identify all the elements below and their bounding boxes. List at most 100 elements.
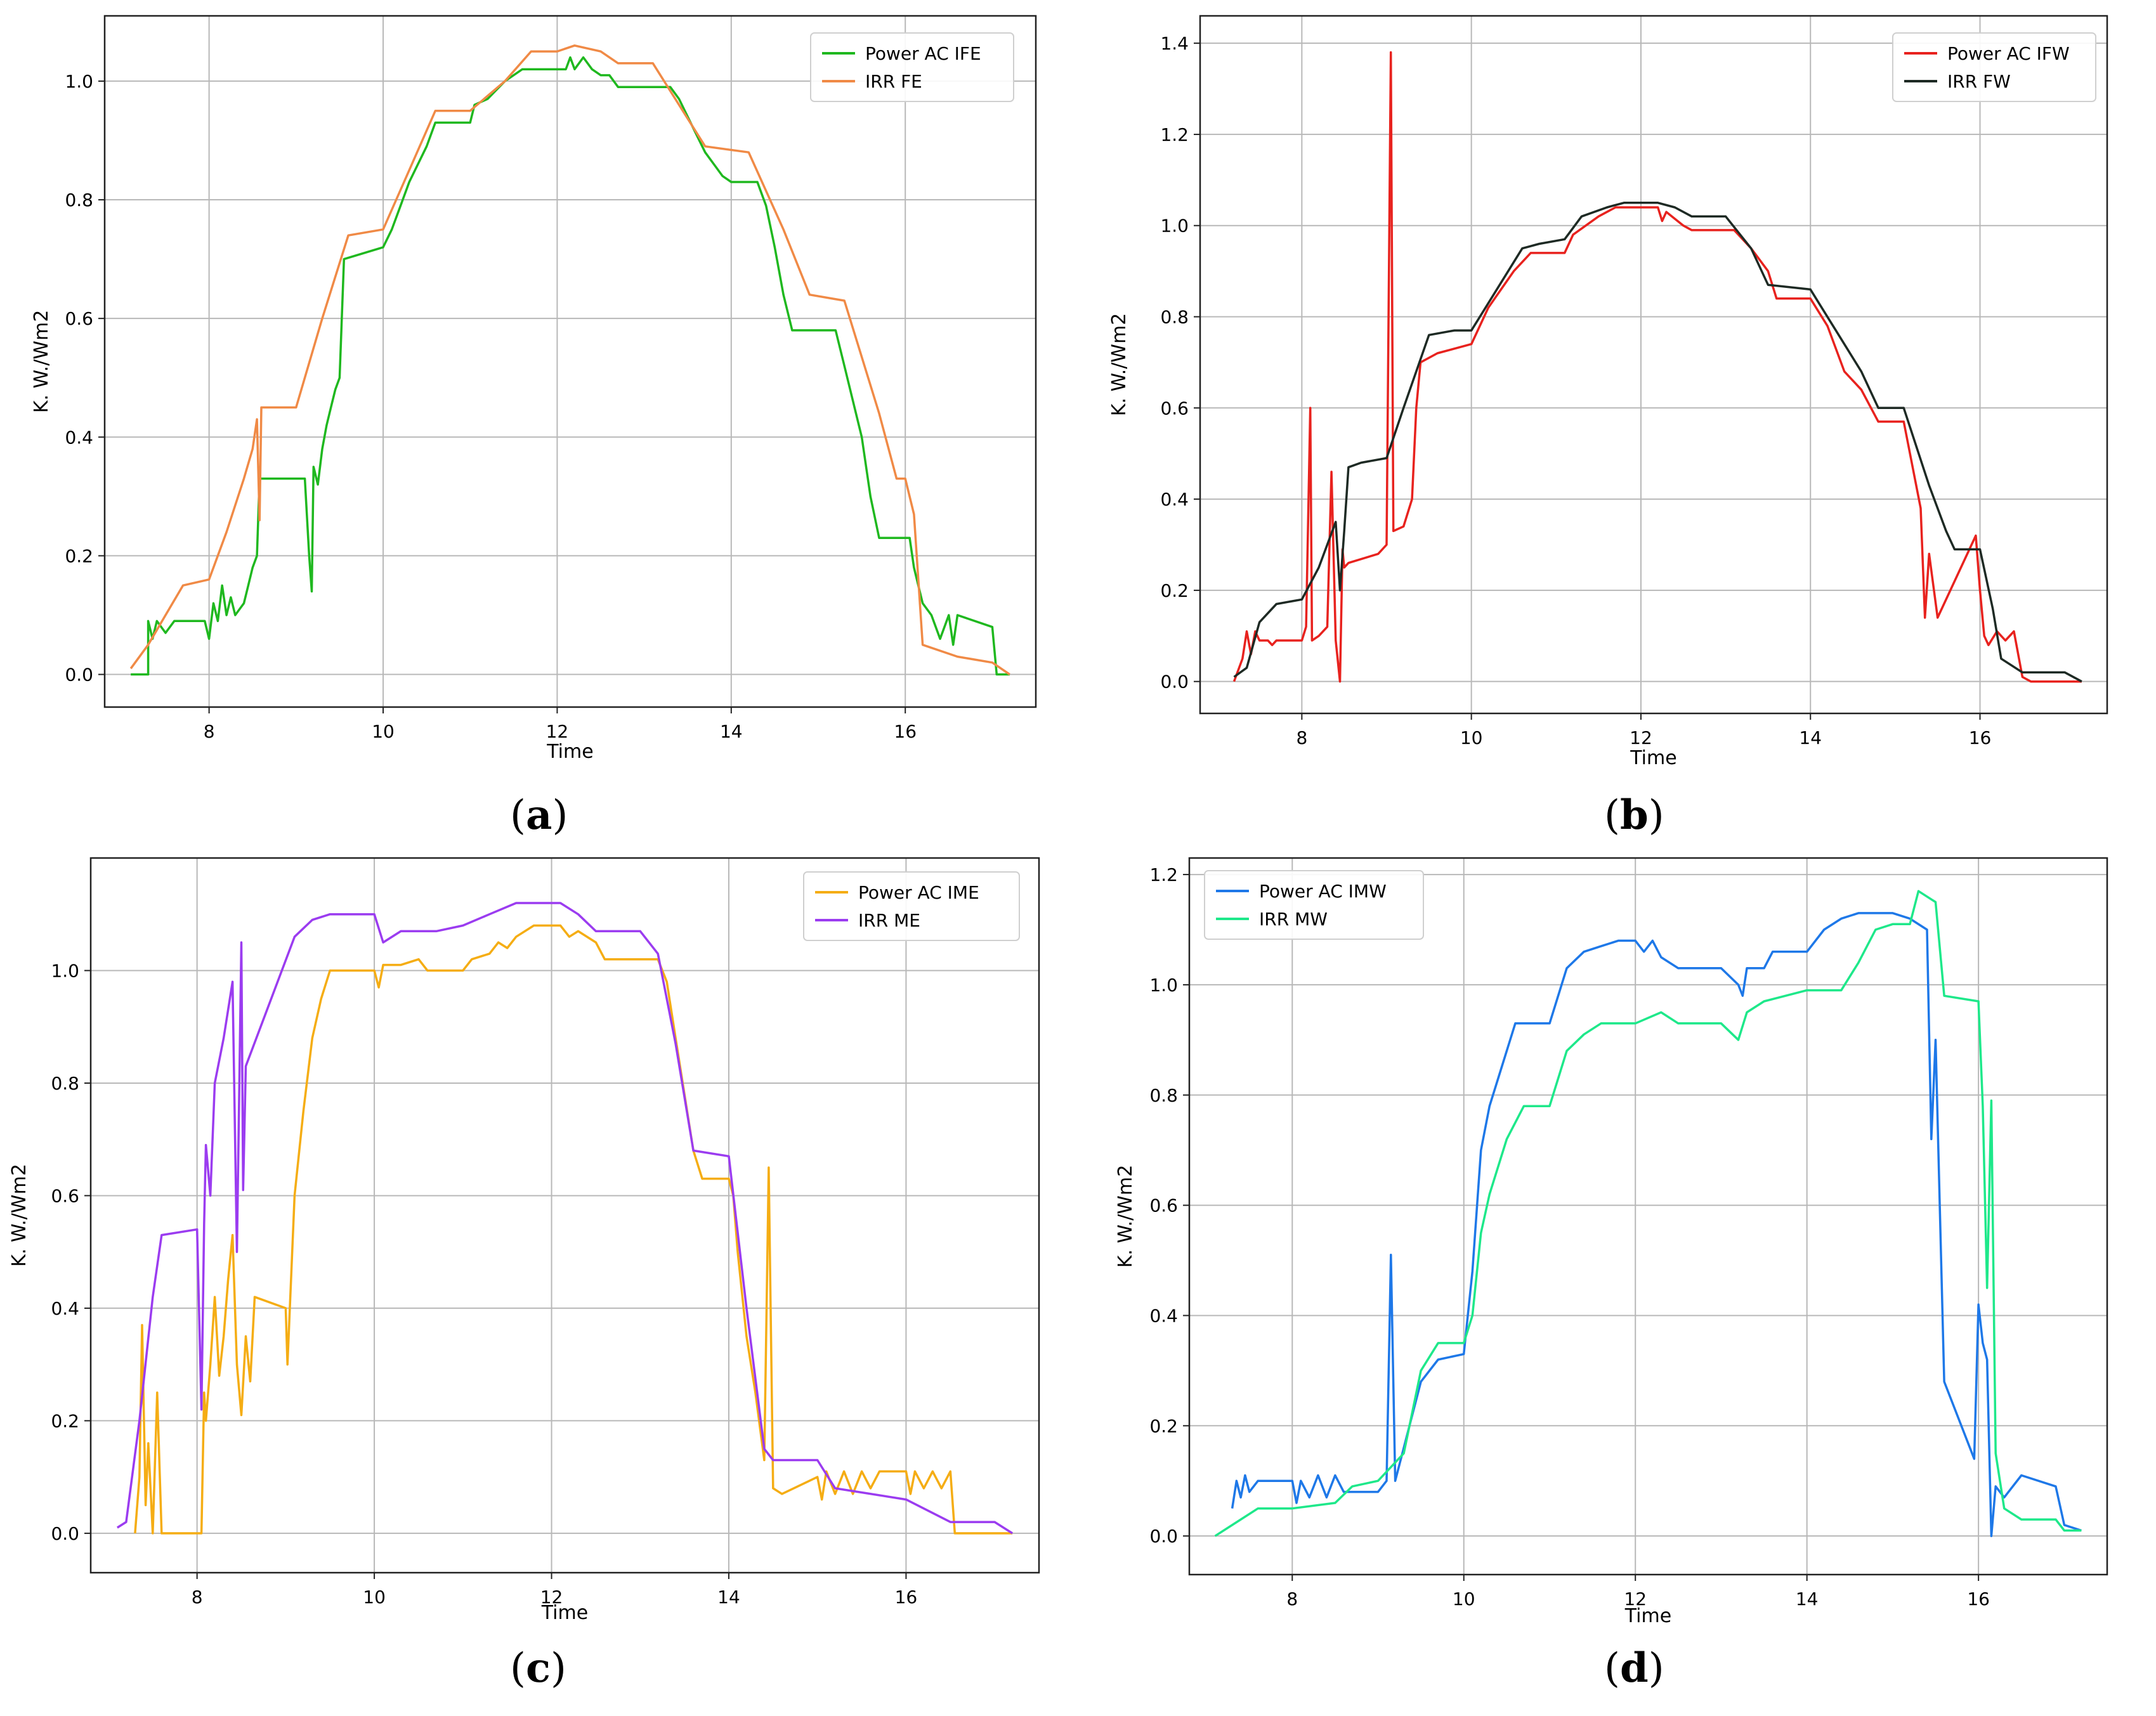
y-tick-label: 0.2 xyxy=(1160,580,1189,601)
chart-d: 8 10 12 14 16 0.0 0.2 0.4 0.6 0.8 1.0 1.2 Time K. W./… xyxy=(1114,857,2108,1627)
legend-entry-label: IRR FW xyxy=(1947,71,2011,92)
caption-close-paren: ) xyxy=(552,792,568,839)
caption-letter: b xyxy=(1619,791,1649,839)
axes-frame xyxy=(1199,15,2108,715)
x-tick-label: 10 xyxy=(372,721,395,742)
legend-entry-label: Power AC IME xyxy=(858,882,979,903)
panel-c: 8 10 12 14 16 0.0 0.2 0.4 0.6 0.8 1.0 Time K. W./Wm2… xyxy=(0,857,1078,1716)
series-line-irr-fe xyxy=(129,44,1010,675)
legend-box xyxy=(803,871,1020,941)
caption-letter: d xyxy=(1619,1644,1649,1692)
x-tick-label: 14 xyxy=(1796,1589,1819,1609)
legend-entry-label: Power AC IFW xyxy=(1947,43,2070,64)
caption-open-paren: ( xyxy=(1604,792,1620,839)
y-tick-label: 0.4 xyxy=(65,427,93,448)
x-tick-label: 16 xyxy=(1967,1589,1990,1609)
y-tick-label: 0.2 xyxy=(51,1410,79,1431)
y-tick-label: 0.2 xyxy=(65,545,93,566)
y-tick-label: 0.6 xyxy=(65,308,93,329)
x-tick-label: 14 xyxy=(1799,727,1822,748)
x-tick-label: 14 xyxy=(720,721,743,742)
x-axis-label: Time xyxy=(541,1602,588,1624)
caption-open-paren: ( xyxy=(1604,1645,1620,1692)
y-tick-label: 0.2 xyxy=(1149,1415,1178,1436)
x-tick-label: 10 xyxy=(1453,1589,1475,1609)
plot-area xyxy=(1200,16,2107,713)
axes-frame xyxy=(1188,857,2108,1576)
y-tick-label: 1.4 xyxy=(1160,33,1189,54)
chart-b: 8 10 12 14 16 0.0 0.2 0.4 0.6 0.8 1.0 1.2 1.4 Time K. … xyxy=(1108,15,2108,769)
x-tick-label: 16 xyxy=(894,721,917,742)
x-tick-label: 12 xyxy=(1624,1589,1647,1609)
series-line-irr-mw xyxy=(1214,890,2082,1537)
caption-close-paren: ) xyxy=(1648,792,1664,839)
panel-b: 8 10 12 14 16 0.0 0.2 0.4 0.6 0.8 1.0 1.2 1.4 Time K. … xyxy=(1078,0,2155,858)
x-tick-label: 8 xyxy=(1296,727,1307,748)
y-tick-label: 0.4 xyxy=(1160,489,1189,510)
y-tick-label: 0.0 xyxy=(65,665,93,686)
x-tick-label: 8 xyxy=(1286,1589,1298,1609)
plot-area xyxy=(91,858,1039,1573)
y-tick-label: 1.2 xyxy=(1160,124,1189,145)
y-tick-label: 0.6 xyxy=(1149,1195,1178,1216)
series-line-irr-fw xyxy=(1233,202,2082,683)
x-tick-label: 14 xyxy=(717,1587,740,1608)
panel-a-caption: (a) xyxy=(510,791,568,839)
x-tick-label: 12 xyxy=(546,721,569,742)
x-tick-label: 16 xyxy=(895,1587,918,1608)
panel-d: 8 10 12 14 16 0.0 0.2 0.4 0.6 0.8 1.0 1.2 Time K. W./… xyxy=(1078,857,2155,1716)
y-tick-label: 1.0 xyxy=(65,71,93,92)
series-line-power-ac-imw xyxy=(1231,912,2082,1537)
x-tick-label: 8 xyxy=(192,1587,203,1608)
x-tick-label: 12 xyxy=(1630,727,1652,748)
y-tick-label: 1.2 xyxy=(1149,864,1178,885)
panel-c-caption: (c) xyxy=(510,1644,566,1692)
legend-entry-label: IRR MW xyxy=(1259,909,1328,930)
chart-c: 8 10 12 14 16 0.0 0.2 0.4 0.6 0.8 1.0 Time K. W./Wm2… xyxy=(8,857,1040,1624)
y-tick-label: 0.0 xyxy=(51,1523,79,1544)
y-tick-label: 1.0 xyxy=(1160,216,1189,237)
y-tick-label: 0.6 xyxy=(1160,398,1189,419)
axes-frame xyxy=(89,857,1040,1574)
legend-box xyxy=(1204,870,1424,940)
legend-entry-label: IRR ME xyxy=(858,910,920,931)
caption-open-paren: ( xyxy=(510,1645,526,1692)
x-tick-label: 10 xyxy=(1460,727,1483,748)
caption-letter: c xyxy=(525,1644,551,1692)
series-line-power-ac-ifw xyxy=(1232,51,2082,683)
legend-entry-label: IRR FE xyxy=(865,71,922,92)
series-line-power-ac-ife xyxy=(131,56,1010,676)
y-axis-label: K. W./Wm2 xyxy=(1114,1165,1137,1268)
y-tick-label: 0.4 xyxy=(51,1298,79,1319)
y-tick-label: 1.0 xyxy=(51,960,79,981)
legend-box xyxy=(1892,32,2096,102)
caption-close-paren: ) xyxy=(550,1645,566,1692)
series-line-irr-me xyxy=(116,902,1014,1535)
x-axis-label: Time xyxy=(1630,747,1676,769)
chart-a: 8 10 12 14 16 0.0 0.2 0.4 0.6 0.8 1.0 Time K. W./Wm2… xyxy=(30,15,1037,763)
legend-entry-label: Power AC IFE xyxy=(865,43,981,64)
axes-frame xyxy=(103,15,1037,708)
y-tick-label: 0.0 xyxy=(1160,672,1189,692)
x-tick-label: 10 xyxy=(363,1587,386,1608)
y-axis-label: K. W./Wm2 xyxy=(8,1164,30,1267)
y-axis-label: K. W./Wm2 xyxy=(1108,313,1130,417)
series-line-power-ac-ime xyxy=(134,924,1013,1535)
y-tick-label: 0.8 xyxy=(1160,307,1189,328)
x-tick-label: 8 xyxy=(204,721,215,742)
y-axis-label: K. W./Wm2 xyxy=(30,310,53,413)
legend-entry-label: Power AC IMW xyxy=(1259,881,1387,902)
panel-d-caption: (d) xyxy=(1604,1644,1664,1692)
plot-area xyxy=(1189,858,2107,1575)
x-tick-label: 12 xyxy=(540,1587,563,1608)
y-tick-label: 0.8 xyxy=(51,1073,79,1094)
legend-box xyxy=(810,32,1014,102)
x-axis-label: Time xyxy=(1624,1605,1671,1627)
panel-b-caption: (b) xyxy=(1604,791,1664,839)
y-tick-label: 0.4 xyxy=(1149,1305,1178,1326)
plot-area xyxy=(105,16,1036,707)
y-tick-label: 0.6 xyxy=(51,1185,79,1206)
x-tick-label: 16 xyxy=(1969,727,1992,748)
caption-close-paren: ) xyxy=(1648,1645,1664,1692)
y-tick-label: 0.8 xyxy=(1149,1085,1178,1106)
